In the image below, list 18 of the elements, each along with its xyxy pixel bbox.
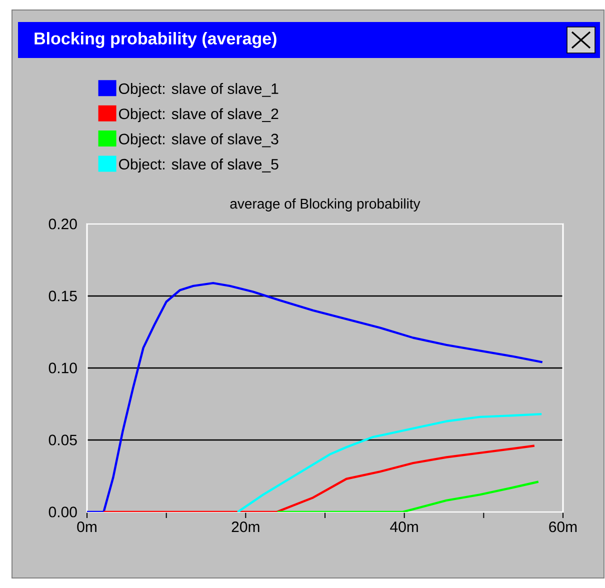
- x-tick-label: 60m: [549, 522, 577, 532]
- legend-label: Object: slave of slave_2: [119, 108, 278, 122]
- y-tick-label: 0.20: [48, 218, 77, 230]
- x-tick-label: 40m: [390, 522, 418, 532]
- y-tick-label: 0.15: [48, 290, 77, 302]
- x-tick-label: 20m: [232, 522, 260, 532]
- y-tick-label: 0.10: [48, 362, 77, 374]
- line-series: [102, 444, 536, 512]
- chart-subtitle: average of Blocking probability: [230, 198, 420, 212]
- legend-label: Object: slave of slave_1: [119, 82, 278, 97]
- legend-label: Object: slave of slave_5: [119, 158, 278, 173]
- line-series: [276, 480, 540, 512]
- x-tick-label: 0m: [77, 522, 96, 532]
- legend-label: Object: slave of slave_3: [119, 133, 278, 148]
- y-tick-label: 0.00: [48, 506, 77, 518]
- line-series: [236, 412, 543, 512]
- y-tick-label: 0.05: [48, 434, 77, 446]
- chart-title: Blocking probability (average): [34, 32, 276, 48]
